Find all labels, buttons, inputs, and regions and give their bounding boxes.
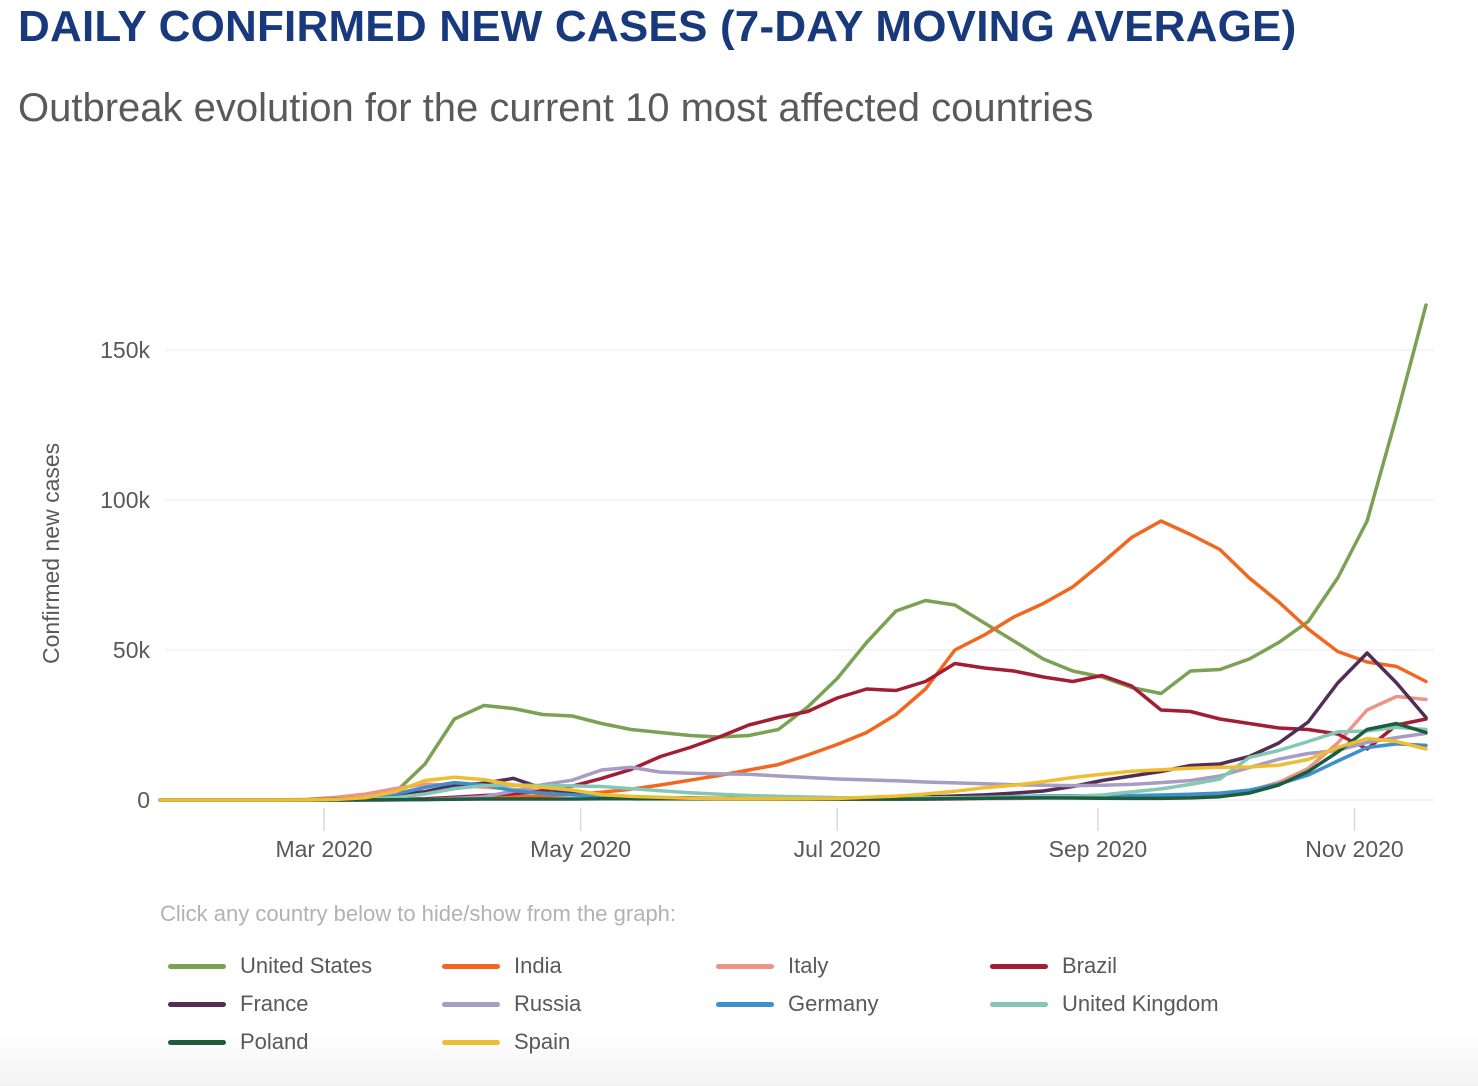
y-axis-tick-label: 150k	[100, 337, 150, 363]
series-line-brazil	[158, 661, 1428, 802]
x-axis-tick-label: Mar 2020	[275, 836, 373, 862]
legend-label: Brazil	[1062, 953, 1118, 978]
legend-label: France	[240, 991, 309, 1016]
x-axis-tick-label: May 2020	[530, 836, 632, 862]
y-axis-tick-label: 50k	[112, 637, 150, 663]
legend-label: United Kingdom	[1062, 991, 1219, 1016]
legend-swatch-russia	[442, 1001, 500, 1007]
legend-item-united-kingdom[interactable]: United Kingdom	[990, 991, 1264, 1016]
legend: United States India Italy Brazil France Russi…	[168, 953, 1264, 1054]
legend-label: Russia	[514, 991, 582, 1016]
x-axis-tick-label: Nov 2020	[1305, 836, 1404, 862]
legend-swatch-united-kingdom	[990, 1001, 1048, 1007]
legend-item-russia[interactable]: Russia	[442, 991, 716, 1016]
legend-swatch-france	[168, 1001, 226, 1007]
y-axis-tick-label: 100k	[100, 487, 150, 513]
legend-swatch-united-states	[168, 963, 226, 969]
legend-swatch-brazil	[990, 963, 1048, 969]
legend-label: Spain	[514, 1029, 571, 1054]
legend-item-poland[interactable]: Poland	[168, 1029, 442, 1054]
page-title: DAILY CONFIRMED NEW CASES (7-DAY MOVING …	[18, 2, 1297, 51]
legend-swatch-india	[442, 963, 500, 969]
legend-item-germany[interactable]: Germany	[716, 991, 990, 1016]
legend-item-brazil[interactable]: Brazil	[990, 953, 1264, 978]
y-axis-tick-label: 0	[137, 787, 150, 813]
page-subtitle: Outbreak evolution for the current 10 mo…	[18, 86, 1094, 130]
legend-item-italy[interactable]: Italy	[716, 953, 990, 978]
legend-label: United States	[240, 953, 373, 978]
legend-item-spain[interactable]: Spain	[442, 1029, 716, 1054]
x-axis-tick-label: Jul 2020	[793, 836, 881, 862]
legend-swatch-spain	[442, 1039, 500, 1045]
series-line-poland	[158, 721, 1428, 802]
legend-item-united-states[interactable]: United States	[168, 953, 442, 978]
legend-swatch-italy	[716, 963, 774, 969]
x-axis-tick-label: Sep 2020	[1048, 836, 1148, 862]
series-line-italy	[158, 694, 1428, 802]
legend-label: Germany	[788, 991, 879, 1016]
legend-item-india[interactable]: India	[442, 953, 716, 978]
legend-swatch-poland	[168, 1039, 226, 1045]
legend-swatch-germany	[716, 1001, 774, 1007]
legend-label: Italy	[788, 953, 829, 978]
series-line-united-states	[158, 303, 1428, 802]
series-line-united-kingdom	[158, 725, 1428, 802]
legend-label: Poland	[240, 1029, 309, 1054]
legend-hint: Click any country below to hide/show fro…	[160, 901, 677, 926]
series-line-spain	[158, 736, 1428, 802]
legend-label: India	[514, 953, 562, 978]
legend-item-france[interactable]: France	[168, 991, 442, 1016]
y-axis-title: Confirmed new cases	[38, 442, 64, 664]
